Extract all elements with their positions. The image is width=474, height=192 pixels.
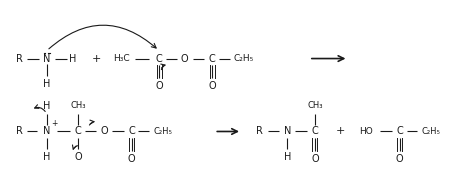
Text: O: O [100,127,108,137]
Text: O: O [311,154,319,164]
Text: C₂H₅: C₂H₅ [234,54,254,63]
Text: O: O [128,154,136,164]
Text: O: O [396,154,403,164]
Text: N: N [43,54,50,64]
Text: R: R [16,127,23,137]
Text: O: O [181,54,189,64]
Text: C: C [75,127,82,137]
Text: H: H [43,101,50,111]
Text: H: H [283,152,291,162]
Text: HO: HO [359,127,373,136]
Text: R: R [16,54,23,64]
Text: CH₃: CH₃ [71,101,86,110]
Text: +: + [336,127,345,137]
Text: O: O [74,152,82,162]
Text: +: + [91,54,101,64]
Text: C: C [156,54,163,64]
Text: CH₃: CH₃ [307,101,323,110]
Text: C₂H₅: C₂H₅ [154,127,173,136]
Text: C: C [209,54,216,64]
Text: C: C [396,127,403,137]
Text: O: O [155,81,163,91]
Text: H₃C: H₃C [113,54,130,63]
Text: N: N [43,127,50,137]
Text: C: C [311,127,318,137]
Text: +: + [52,119,58,128]
Text: C: C [128,127,135,137]
Text: H: H [43,79,50,89]
Text: C₂H₅: C₂H₅ [422,127,441,136]
Text: H: H [43,152,50,162]
Text: N: N [283,127,291,137]
Text: R: R [256,127,263,137]
Text: O: O [209,81,216,91]
Text: H: H [69,54,76,64]
